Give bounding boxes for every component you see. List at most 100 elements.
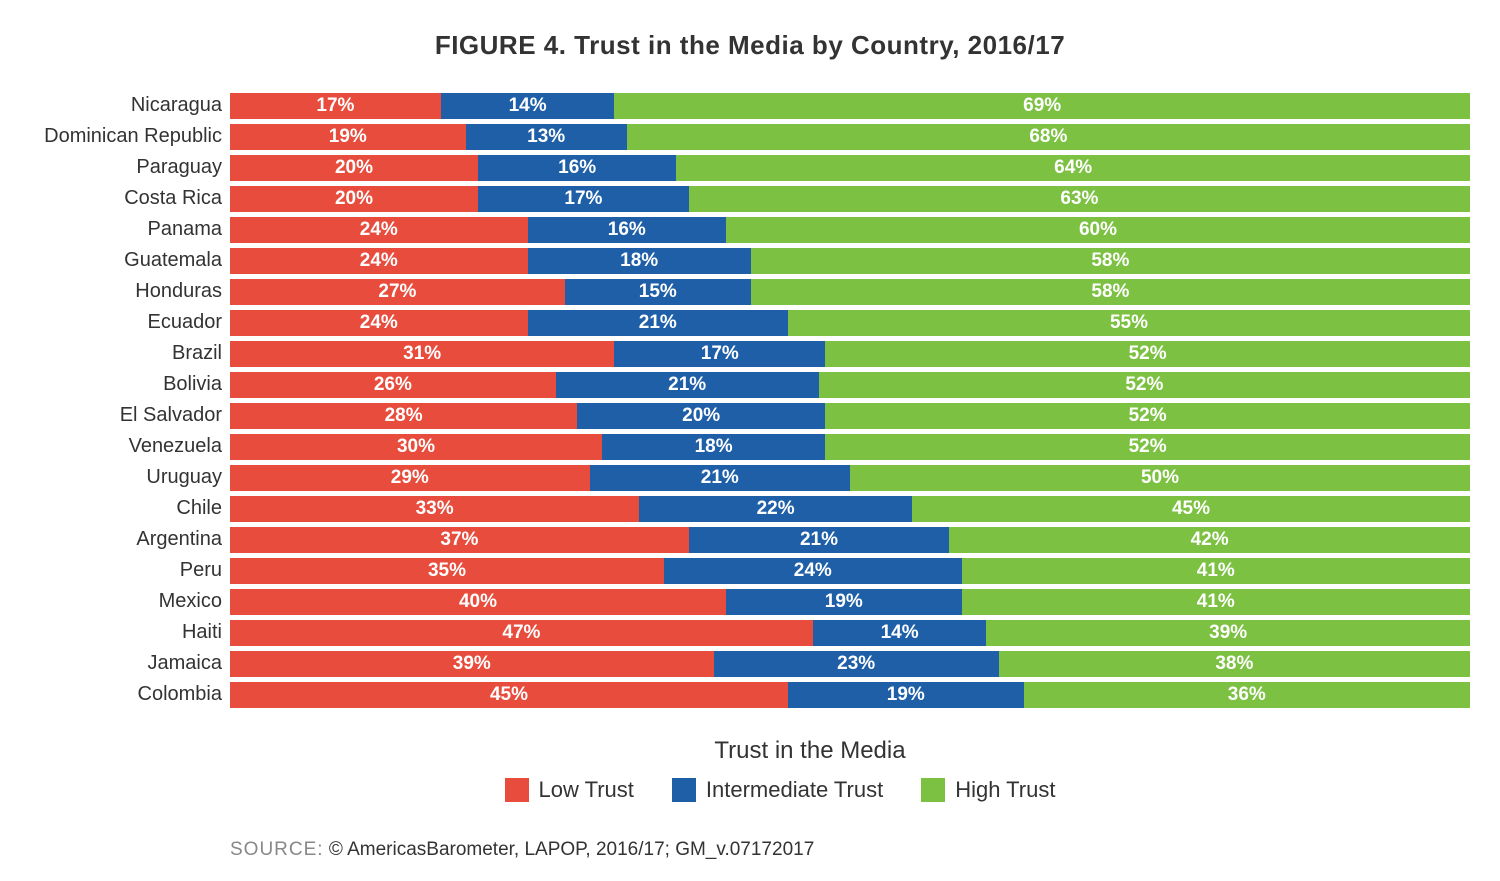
chart-row: Costa Rica20%17%63% [30, 184, 1470, 213]
chart-row: Jamaica39%23%38% [30, 649, 1470, 678]
legend-label: Low Trust [539, 777, 634, 803]
chart-row: Peru35%24%41% [30, 556, 1470, 585]
country-label: Brazil [30, 342, 230, 365]
segment-low: 35% [230, 558, 664, 584]
segment-low: 33% [230, 496, 639, 522]
segment-high: 63% [689, 186, 1470, 212]
segment-low: 40% [230, 589, 726, 615]
legend-items: Low Trust Intermediate Trust High Trust [30, 777, 1470, 803]
country-label: Honduras [30, 280, 230, 303]
segment-low: 29% [230, 465, 590, 491]
segment-low: 37% [230, 527, 689, 553]
country-label: Venezuela [30, 435, 230, 458]
bar-container: 29%21%50% [230, 465, 1470, 491]
segment-high: 41% [962, 589, 1470, 615]
segment-low: 28% [230, 403, 577, 429]
segment-mid: 23% [714, 651, 999, 677]
segment-mid: 17% [478, 186, 689, 212]
country-label: Panama [30, 218, 230, 241]
legend-title: Trust in the Media [30, 737, 1470, 765]
segment-low: 39% [230, 651, 714, 677]
segment-low: 24% [230, 248, 528, 274]
country-label: Jamaica [30, 652, 230, 675]
legend-item-high: High Trust [921, 777, 1055, 803]
legend: Trust in the Media Low Trust Intermediate… [30, 737, 1470, 803]
segment-mid: 21% [689, 527, 949, 553]
bar-container: 30%18%52% [230, 434, 1470, 460]
bar-container: 19%13%68% [230, 124, 1470, 150]
segment-mid: 17% [614, 341, 825, 367]
segment-mid: 15% [565, 279, 751, 305]
bar-container: 20%16%64% [230, 155, 1470, 181]
segment-mid: 14% [813, 620, 987, 646]
bar-container: 37%21%42% [230, 527, 1470, 553]
legend-item-mid: Intermediate Trust [672, 777, 883, 803]
segment-mid: 18% [602, 434, 825, 460]
chart-row: Mexico40%19%41% [30, 587, 1470, 616]
legend-label: High Trust [955, 777, 1055, 803]
segment-high: 55% [788, 310, 1470, 336]
segment-mid: 20% [577, 403, 825, 429]
bar-container: 17%14%69% [230, 93, 1470, 119]
segment-high: 52% [825, 434, 1470, 460]
bar-container: 24%16%60% [230, 217, 1470, 243]
segment-low: 27% [230, 279, 565, 305]
bar-container: 39%23%38% [230, 651, 1470, 677]
country-label: Peru [30, 559, 230, 582]
segment-mid: 13% [466, 124, 627, 150]
segment-high: 38% [999, 651, 1470, 677]
segment-low: 19% [230, 124, 466, 150]
bar-container: 24%18%58% [230, 248, 1470, 274]
segment-high: 64% [676, 155, 1470, 181]
segment-mid: 19% [788, 682, 1024, 708]
segment-low: 47% [230, 620, 813, 646]
bar-container: 40%19%41% [230, 589, 1470, 615]
stacked-bar-chart: Nicaragua17%14%69%Dominican Republic19%1… [30, 91, 1470, 709]
chart-row: Panama24%16%60% [30, 215, 1470, 244]
chart-row: Paraguay20%16%64% [30, 153, 1470, 182]
segment-high: 60% [726, 217, 1470, 243]
segment-high: 41% [962, 558, 1470, 584]
bar-container: 31%17%52% [230, 341, 1470, 367]
segment-high: 58% [751, 279, 1470, 305]
segment-low: 30% [230, 434, 602, 460]
chart-row: Colombia45%19%36% [30, 680, 1470, 709]
country-label: Dominican Republic [30, 125, 230, 148]
chart-row: Venezuela30%18%52% [30, 432, 1470, 461]
segment-mid: 24% [664, 558, 962, 584]
bar-container: 24%21%55% [230, 310, 1470, 336]
source-label: SOURCE: [230, 839, 324, 860]
bar-container: 47%14%39% [230, 620, 1470, 646]
segment-high: 45% [912, 496, 1470, 522]
segment-high: 52% [825, 341, 1470, 367]
segment-low: 20% [230, 155, 478, 181]
segment-low: 24% [230, 310, 528, 336]
chart-row: Uruguay29%21%50% [30, 463, 1470, 492]
chart-row: Chile33%22%45% [30, 494, 1470, 523]
segment-high: 58% [751, 248, 1470, 274]
bar-container: 45%19%36% [230, 682, 1470, 708]
country-label: Argentina [30, 528, 230, 551]
chart-row: Nicaragua17%14%69% [30, 91, 1470, 120]
chart-row: Ecuador24%21%55% [30, 308, 1470, 337]
chart-row: Honduras27%15%58% [30, 277, 1470, 306]
country-label: Paraguay [30, 156, 230, 179]
segment-high: 69% [614, 93, 1470, 119]
country-label: Uruguay [30, 466, 230, 489]
country-label: El Salvador [30, 404, 230, 427]
bar-container: 35%24%41% [230, 558, 1470, 584]
chart-row: Haiti47%14%39% [30, 618, 1470, 647]
chart-row: Brazil31%17%52% [30, 339, 1470, 368]
segment-high: 52% [819, 372, 1470, 398]
country-label: Nicaragua [30, 94, 230, 117]
legend-swatch [672, 778, 696, 802]
country-label: Haiti [30, 621, 230, 644]
source-line: SOURCE: © AmericasBarometer, LAPOP, 2016… [30, 839, 1470, 861]
segment-mid: 21% [528, 310, 788, 336]
segment-low: 45% [230, 682, 788, 708]
chart-row: El Salvador28%20%52% [30, 401, 1470, 430]
country-label: Mexico [30, 590, 230, 613]
segment-high: 42% [949, 527, 1470, 553]
country-label: Colombia [30, 683, 230, 706]
figure-title: FIGURE 4. Trust in the Media by Country,… [30, 30, 1470, 61]
